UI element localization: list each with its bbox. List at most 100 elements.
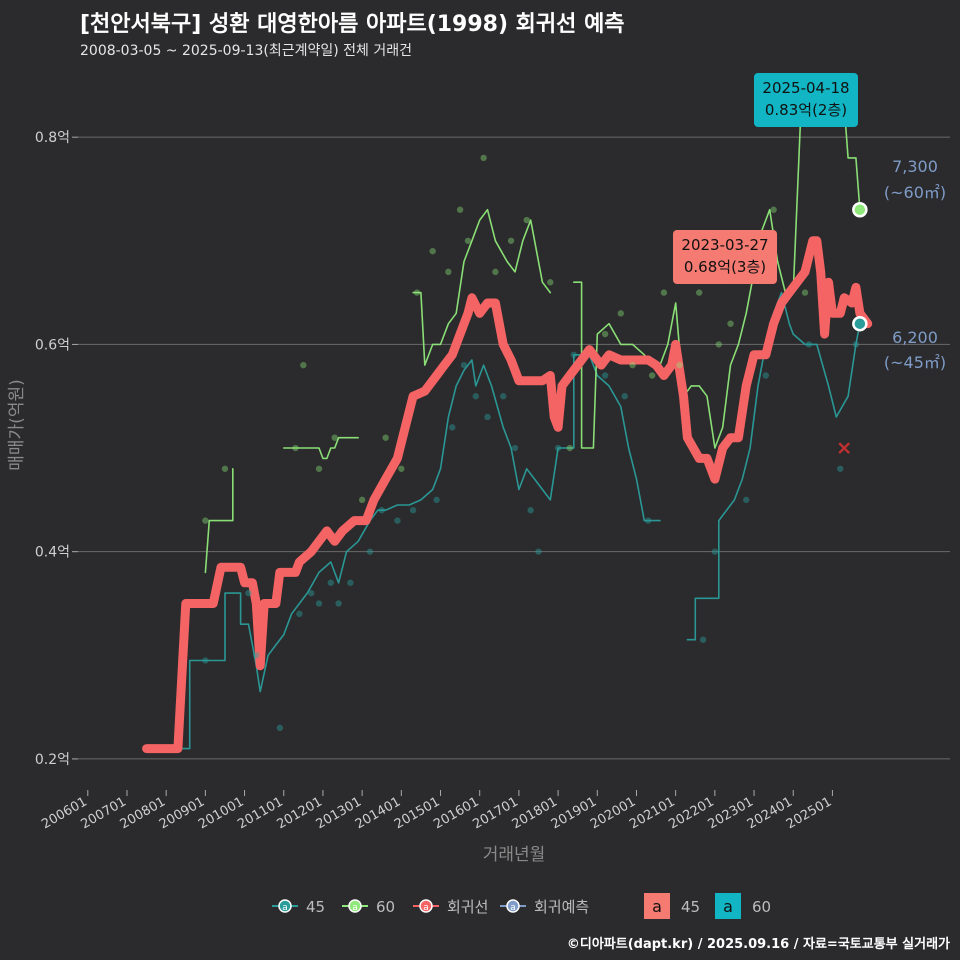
legend-label: 회귀선 (447, 898, 488, 916)
end45-area: (~45㎡) (884, 353, 946, 372)
y-tick-label: 0.4억 (35, 545, 70, 561)
y-tick-label: 0.8억 (35, 130, 70, 146)
scatter-point-60 (547, 279, 554, 286)
scatter-point-60 (300, 361, 307, 369)
scatter-point-45 (500, 393, 507, 400)
scatter-point-45 (601, 372, 609, 379)
scatter-point-60 (715, 341, 722, 348)
scatter-point-60 (315, 465, 323, 472)
scatter-point-45 (484, 413, 491, 421)
end-point-60 (852, 201, 868, 218)
scatter-point-60 (676, 361, 683, 369)
x-axis-label: 거래년월 (483, 845, 546, 865)
annotations: 2025-04-18 0.83억(2층) 2023-03-27 0.68억(3층) 7,… (673, 73, 946, 372)
scatter-point-45 (535, 548, 542, 555)
legend-glyph: a (352, 903, 358, 913)
scatter-point-45 (307, 589, 315, 597)
scatter-point-45 (711, 548, 719, 555)
end45-price: 6,200 (892, 328, 938, 347)
scatter-point-45 (394, 517, 401, 524)
scatter-point-60 (445, 268, 452, 276)
scatter-point-60 (331, 434, 338, 441)
grid (78, 136, 950, 760)
scatter-point-60 (770, 206, 777, 213)
scatter-point-45 (699, 636, 707, 643)
scatter-point-60 (202, 517, 209, 524)
series-line-45 (145, 354, 661, 750)
scatter-point-45 (347, 579, 354, 586)
scatter-point-45 (527, 507, 534, 514)
scatter-point-60 (456, 206, 464, 213)
series-line-60 (204, 468, 234, 574)
scatter-point-60 (660, 289, 668, 296)
scatter-point-60 (221, 465, 229, 472)
scatter-point-45 (570, 351, 577, 358)
scatter-point-45 (366, 548, 374, 555)
scatter-point-60 (382, 434, 389, 441)
regression-line (142, 236, 873, 754)
y-axis-label: 매매가(억원) (7, 379, 27, 470)
series-lines (142, 105, 873, 754)
legend-box-glyph: a (723, 897, 733, 916)
scatter-points (202, 102, 860, 732)
scatter-point-45 (805, 341, 813, 348)
scatter-point-45 (621, 393, 628, 400)
chart-subtitle: 2008-03-05 ~ 2025-09-13(최근계약일) 전체 거래건 (80, 43, 412, 59)
scatter-point-60 (695, 289, 703, 296)
footer-credit: ©디아파트(dapt.kr) / 2025.09.16 / 자료=국토교통부 실… (566, 937, 950, 952)
scatter-point-60 (398, 465, 405, 472)
series-line-60c (412, 208, 552, 366)
scatter-point-60 (413, 289, 421, 296)
legend-box-label: 60 (752, 898, 771, 916)
legend-box-glyph: a (652, 897, 662, 916)
max60-label-box (754, 73, 858, 127)
max60-label-date: 2025-04-18 (762, 79, 849, 97)
legend-box (644, 893, 670, 919)
legend-box-label: 45 (681, 898, 700, 916)
scatter-point-60 (464, 237, 472, 244)
legend-glyph: a (510, 903, 516, 913)
series-line-60b (283, 436, 359, 460)
max45-label-box (673, 230, 777, 284)
scatter-point-45 (253, 652, 260, 659)
y-tick-label: 0.2억 (35, 752, 70, 768)
scatter-point-60 (358, 496, 366, 504)
scatter-point-45 (327, 579, 334, 586)
scatter-point-60 (801, 289, 809, 296)
legend-box (715, 893, 741, 919)
scatter-point-45 (460, 361, 468, 369)
scatter-point-60 (648, 372, 656, 379)
scatter-point-45 (335, 600, 342, 607)
scatter-point-45 (762, 372, 770, 379)
scatter-point-45 (245, 589, 252, 597)
end60-price: 7,300 (892, 157, 938, 176)
max60-label-value: 0.83억(2층) (765, 101, 847, 119)
scatter-point-45 (409, 507, 417, 514)
scatter-point-45 (511, 444, 519, 452)
scatter-point-45 (202, 657, 209, 664)
scatter-point-60 (523, 216, 530, 224)
legend: a 45 a 60 a 회귀선 a 회귀예측 a 45 a 60 (272, 893, 771, 919)
scatter-point-45 (276, 724, 284, 732)
scatter-point-60 (629, 361, 636, 369)
max45-label-value: 0.68억(3층) (684, 258, 766, 276)
end-point-45 (852, 315, 868, 332)
legend-marker (278, 899, 292, 913)
scatter-point-60 (617, 310, 624, 317)
scatter-point-45 (645, 517, 652, 524)
scatter-point-45 (433, 496, 440, 504)
scatter-point-60 (492, 268, 499, 276)
scatter-point-45 (743, 496, 750, 504)
scatter-point-45 (449, 424, 456, 431)
scatter-point-60 (429, 247, 436, 255)
legend-marker (419, 899, 433, 913)
x-tick-label: 202501 (784, 794, 834, 832)
legend-glyph: a (423, 903, 429, 913)
scatter-point-45 (472, 393, 479, 400)
max45-label-date: 2023-03-27 (681, 236, 768, 254)
legend-label: 45 (306, 898, 325, 916)
legend-marker (348, 899, 362, 913)
legend-label: 회귀예측 (534, 898, 589, 916)
chart-title: [천안서북구] 성환 대영한아름 아파트(1998) 회귀선 예측 (80, 12, 625, 37)
